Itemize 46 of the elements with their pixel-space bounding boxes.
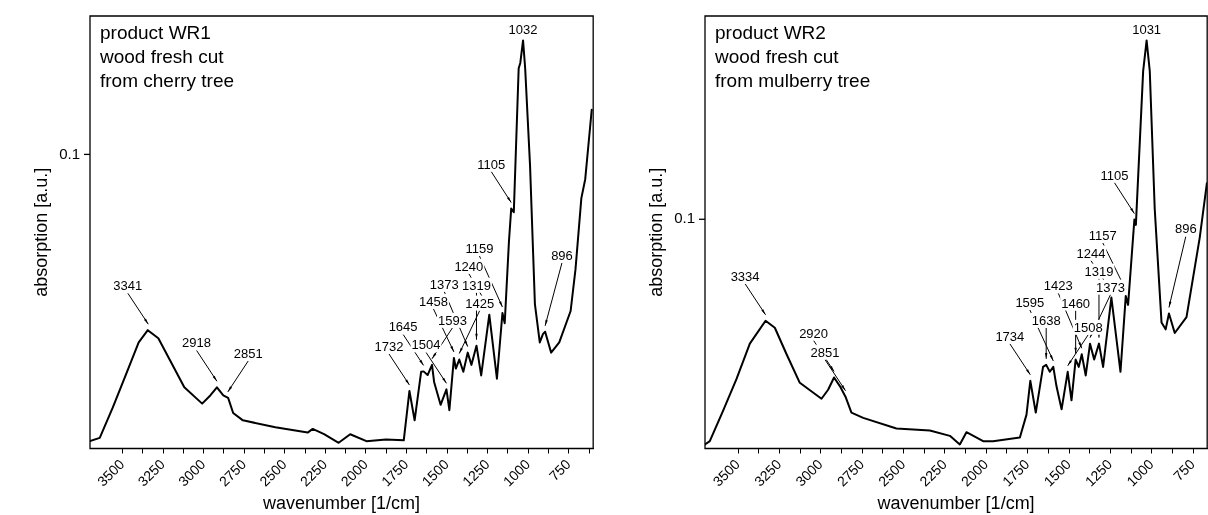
annotation: 1645: [388, 319, 418, 335]
annotation: 2851: [233, 345, 263, 361]
annotation: 1638: [1031, 312, 1061, 328]
annotation: 1031: [1132, 22, 1162, 38]
y-axis-title: absorption [a.u.]: [645, 167, 666, 297]
annotation: 1244: [1076, 245, 1106, 261]
annotation: 1732: [374, 338, 404, 354]
annotation: 1240: [454, 258, 484, 274]
annotation: 1734: [995, 328, 1025, 344]
annotation: from mulberry tree: [715, 69, 871, 91]
annotation: 2920: [799, 325, 829, 341]
annotation: 1595: [1015, 294, 1045, 310]
annotation: 1425: [465, 295, 495, 311]
annotation: 3341: [113, 278, 143, 294]
annotation: 1105: [1100, 167, 1129, 183]
annotation: 1504: [411, 337, 441, 353]
annotation: 1105: [477, 156, 506, 172]
annotation: 1157: [1088, 227, 1117, 243]
annotation: 1508: [1073, 319, 1103, 335]
annotation: 896: [1174, 221, 1197, 237]
annotation: from cherry tree: [100, 69, 235, 91]
annotation: product WR2: [715, 21, 826, 43]
annotation: 2918: [182, 335, 211, 351]
annotation: 1319: [462, 277, 491, 293]
annotation: 2851: [810, 344, 840, 360]
annotation: 1458: [418, 293, 448, 309]
x-tick-label: 750: [1170, 455, 1199, 484]
annotation: 896: [551, 247, 573, 263]
annotation: wood fresh cut: [99, 45, 225, 67]
x-axis-title: wavenumber [1/cm]: [876, 493, 1035, 514]
annotation: 1460: [1061, 295, 1091, 311]
x-tick-label: 750: [545, 455, 574, 484]
annotation: 1159: [465, 241, 494, 257]
annotation: 1032: [508, 22, 538, 38]
annotation: 1319: [1084, 263, 1114, 279]
annotation: 1423: [1043, 278, 1073, 294]
annotation: product WR1: [100, 21, 211, 43]
text: 0.1: [59, 144, 80, 162]
y-axis-title: absorption [a.u.]: [30, 167, 51, 297]
x-axis-title: wavenumber [1/cm]: [262, 493, 421, 514]
annotation: 1373: [1096, 279, 1125, 295]
text: 0.1: [674, 209, 695, 227]
annotation: 1373: [429, 276, 459, 292]
annotation: 1593: [438, 312, 467, 328]
annotation: wood fresh cut: [714, 45, 840, 67]
annotation: 3334: [730, 268, 760, 284]
